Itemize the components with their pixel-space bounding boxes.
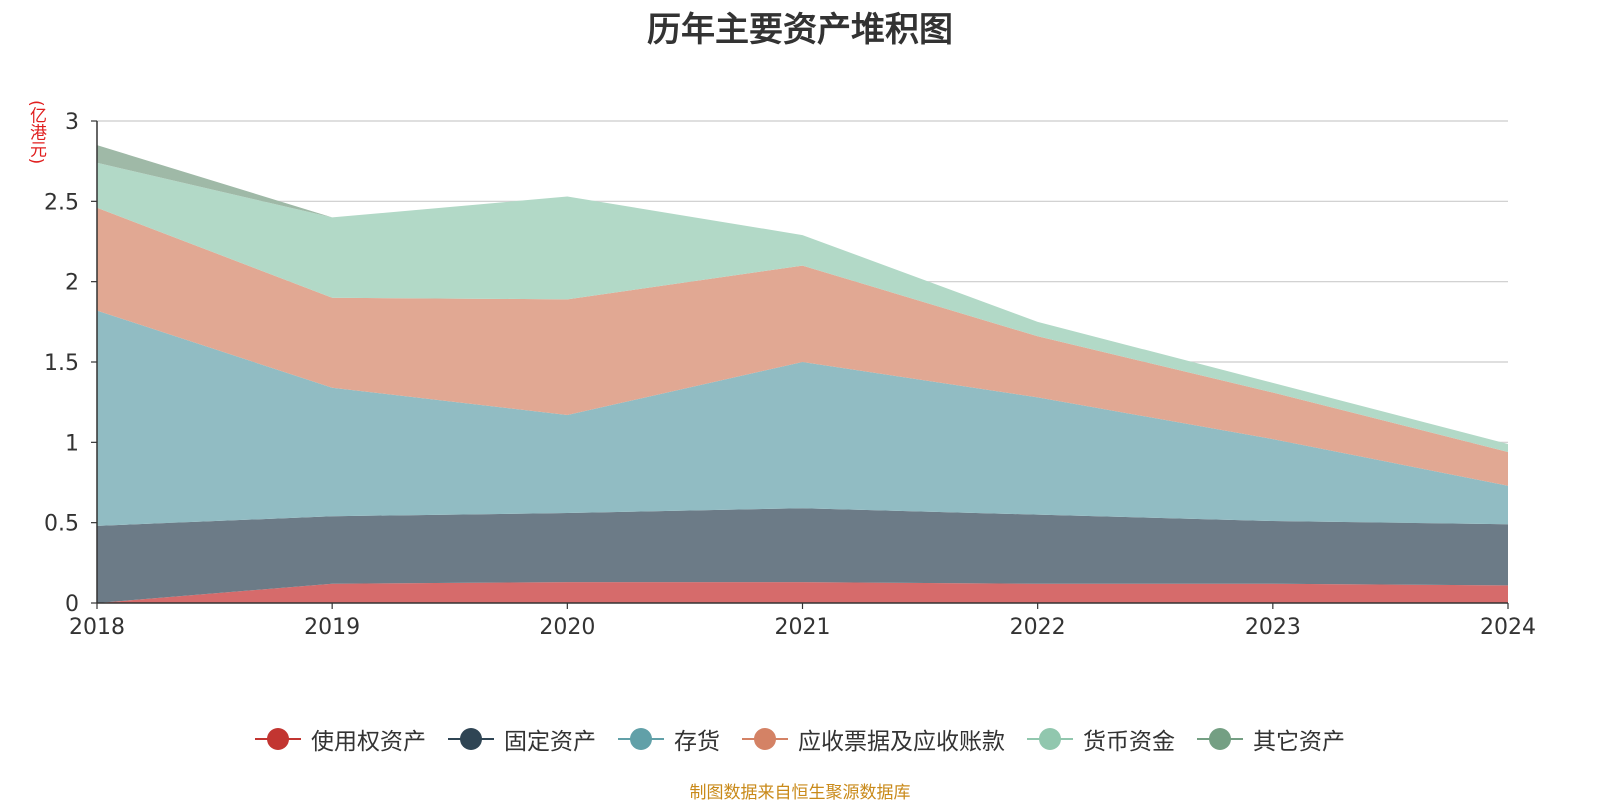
legend-item[interactable]: 其它资产 <box>1197 722 1345 756</box>
chart-title: 历年主要资产堆积图 <box>647 10 953 50</box>
y-tick-label: 1 <box>65 431 79 456</box>
y-tick-label: 1.5 <box>44 351 79 376</box>
legend-marker-icon <box>255 727 301 751</box>
area-series-layer <box>97 145 1508 603</box>
area-series <box>97 508 1508 603</box>
legend-item[interactable]: 使用权资产 <box>255 722 426 756</box>
y-axis-unit-label: (亿港元) <box>26 100 46 165</box>
legend-item[interactable]: 货币资金 <box>1027 722 1175 756</box>
legend-label: 其它资产 <box>1253 729 1345 755</box>
legend-item[interactable]: 存货 <box>618 722 720 756</box>
legend-marker-icon <box>448 727 494 751</box>
area-series <box>97 310 1508 526</box>
x-tick-label: 2020 <box>539 615 595 640</box>
axes <box>91 120 1509 609</box>
x-tick-label: 2023 <box>1245 615 1301 640</box>
y-tick-label: 3 <box>65 110 79 135</box>
x-tick-label: 2022 <box>1010 615 1066 640</box>
x-tick-label: 2021 <box>775 615 831 640</box>
source-note: 制图数据来自恒生聚源数据库 <box>689 783 911 803</box>
legend-marker-icon <box>618 727 664 751</box>
x-tick-label: 2019 <box>304 615 360 640</box>
legend-label: 货币资金 <box>1083 729 1175 755</box>
area-series <box>97 207 1508 486</box>
y-tick-label: 2.5 <box>44 190 79 215</box>
legend-marker-icon <box>1027 727 1073 751</box>
legend-label: 存货 <box>674 729 720 755</box>
area-series <box>97 162 1508 452</box>
legend-label: 固定资产 <box>504 729 596 755</box>
tick-labels: 0 0.5 1 1.5 2 2.5 3 2018 2019 2020 2021 2022 2023 202… <box>44 110 1536 640</box>
legend-item[interactable]: 应收票据及应收账款 <box>742 722 1005 756</box>
stacked-area-chart: 0 0.5 1 1.5 2 2.5 3 2018 2019 2020 2021 2022 2023 202… <box>44 110 1536 640</box>
y-tick-label: 0.5 <box>44 512 79 537</box>
x-tick-label: 2018 <box>69 615 125 640</box>
legend-label: 使用权资产 <box>311 729 426 755</box>
x-tick-label: 2024 <box>1480 615 1536 640</box>
legend: 使用权资产 固定资产 存货 应收票据及应收账款 货币资金 其它资产 <box>0 722 1600 756</box>
legend-marker-icon <box>1197 727 1243 751</box>
area-series <box>97 582 1508 603</box>
y-tick-label: 2 <box>65 271 79 296</box>
legend-marker-icon <box>742 727 788 751</box>
legend-item[interactable]: 固定资产 <box>448 722 596 756</box>
legend-label: 应收票据及应收账款 <box>798 729 1005 755</box>
y-tick-label: 0 <box>65 592 79 617</box>
